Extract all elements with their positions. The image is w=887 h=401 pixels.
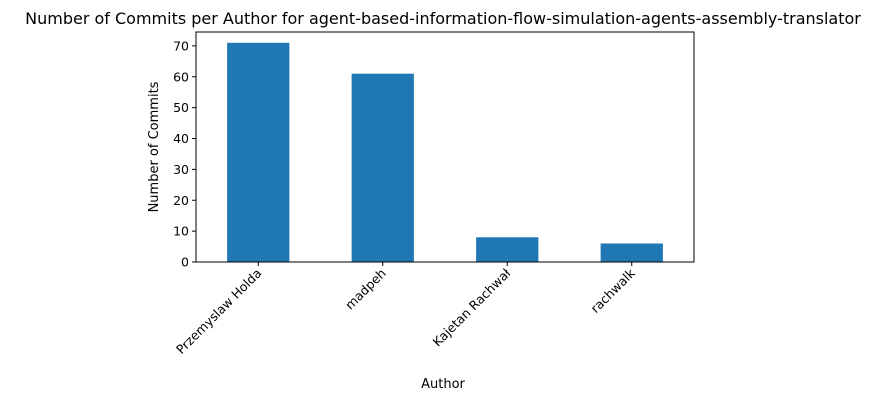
y-tick-label-1: 10 xyxy=(173,224,189,239)
y-tick-label-2: 20 xyxy=(173,193,189,208)
y-tick-label-5: 50 xyxy=(173,100,189,115)
bars-layer xyxy=(227,42,663,263)
bar-2 xyxy=(476,237,539,262)
bar-3 xyxy=(600,243,663,262)
y-tick-label-0: 0 xyxy=(181,255,189,270)
y-axis: 0 10 20 30 40 50 60 70 xyxy=(173,38,196,270)
x-tick-label-1: madpeh xyxy=(342,266,389,313)
y-axis-label: Number of Commits xyxy=(147,81,162,212)
bar-1 xyxy=(351,73,414,263)
y-tick-label-4: 40 xyxy=(173,131,189,146)
x-tick-label-0: Przemyslaw Holda xyxy=(173,266,264,357)
x-axis-label: Author xyxy=(421,377,465,392)
x-tick-label-2: Kajetan Rachwał xyxy=(430,265,514,349)
x-tick-label-3: rachwalk xyxy=(588,265,639,316)
chart-title: Number of Commits per Author for agent-b… xyxy=(25,9,861,28)
y-tick-label-3: 30 xyxy=(173,162,189,177)
x-axis: Przemyslaw Holda madpeh Kajetan Rachwał rac… xyxy=(173,262,638,357)
y-tick-label-6: 60 xyxy=(173,69,189,84)
bar-0 xyxy=(227,42,290,263)
y-tick-label-7: 70 xyxy=(173,38,189,53)
plot-area-frame xyxy=(195,31,695,263)
